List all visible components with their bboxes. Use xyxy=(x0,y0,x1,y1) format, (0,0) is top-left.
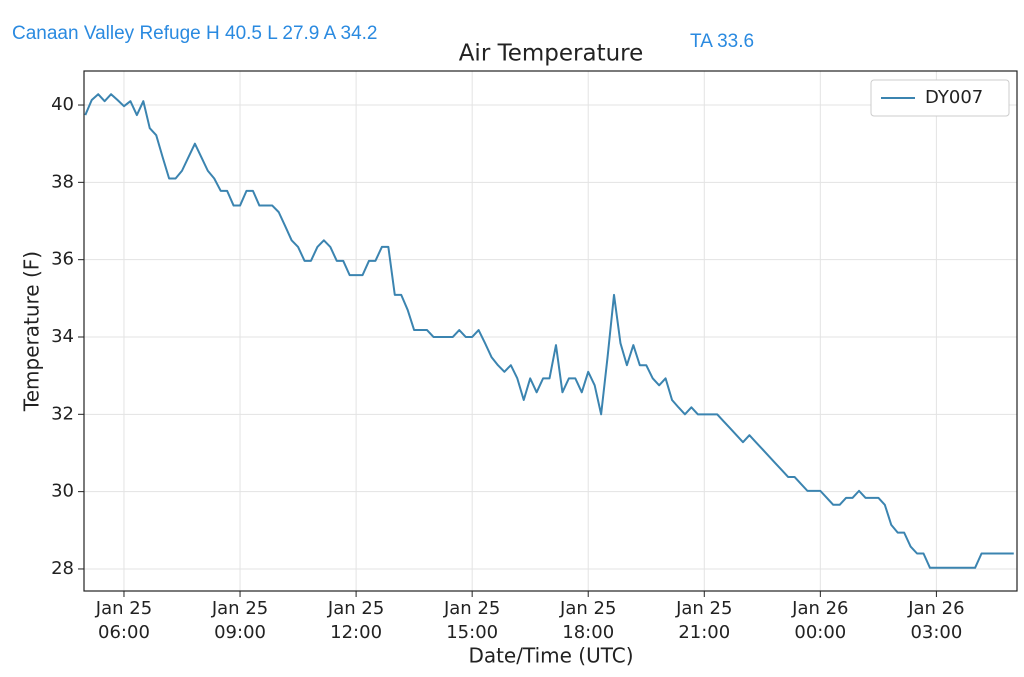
legend-box xyxy=(870,79,1010,117)
plot-frame xyxy=(83,70,1018,592)
x-axis-label: Date/Time (UTC) xyxy=(468,644,633,668)
y-tick-label: 38 xyxy=(51,171,74,192)
chart-title: Air Temperature xyxy=(459,41,644,67)
y-tick-label: 36 xyxy=(51,249,74,270)
x-tick-label: Jan 26 03:00 xyxy=(907,598,964,643)
station-summary: Canaan Valley Refuge H 40.5 L 27.9 A 34.… xyxy=(12,23,378,44)
x-tick-label: Jan 25 21:00 xyxy=(675,598,732,643)
data-line xyxy=(84,93,1014,569)
y-tick-label: 40 xyxy=(51,94,74,115)
x-tick-label: Jan 25 18:00 xyxy=(559,598,616,643)
plot-area xyxy=(84,93,1014,569)
x-tick-label: Jan 25 12:00 xyxy=(327,598,384,643)
legend-label: DY007 xyxy=(925,87,983,108)
y-tick-label: 30 xyxy=(51,481,74,502)
x-tick-label: Jan 25 15:00 xyxy=(443,598,500,643)
x-tick-label: Jan 25 09:00 xyxy=(211,598,268,643)
legend: DY007 xyxy=(870,79,1010,117)
x-tick-label: Jan 25 06:00 xyxy=(95,598,152,643)
y-tick-label: 32 xyxy=(51,403,74,424)
grid xyxy=(84,71,1017,591)
y-tick-label: 28 xyxy=(51,558,74,579)
y-tick-label: 34 xyxy=(51,326,74,347)
ta-value: TA 33.6 xyxy=(690,31,754,52)
x-tick-label: Jan 26 00:00 xyxy=(791,598,848,643)
y-axis-label: Temperature (F) xyxy=(20,251,44,412)
